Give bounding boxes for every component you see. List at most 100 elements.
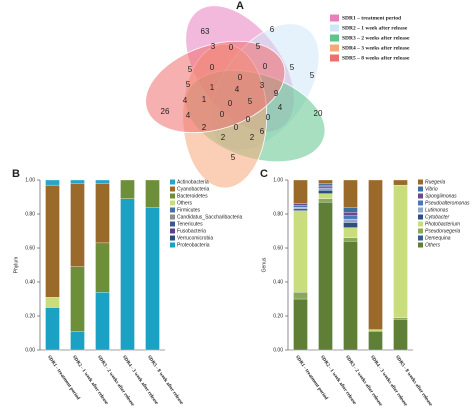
- legend-label: Cytobacter: [425, 214, 450, 220]
- panel-label: A: [236, 0, 244, 12]
- bar-segment: [95, 183, 110, 244]
- bar-segment: [95, 292, 110, 351]
- region-count: 0: [229, 43, 234, 52]
- legend-label: Cyanobacteria: [177, 186, 209, 192]
- y-tick-label: 0.80: [25, 211, 35, 217]
- legend-label: Demequina: [425, 235, 451, 241]
- legend-label: Fusobacteria: [177, 228, 206, 234]
- legend-swatch: [170, 186, 175, 192]
- region-count: 2: [250, 133, 255, 142]
- legend-label: Proteobacteria: [177, 242, 210, 248]
- legend-label: Candidatus_Saccharibacteria: [177, 214, 243, 220]
- bar-segment: [293, 292, 308, 300]
- region-count: 5: [248, 97, 253, 106]
- legend-swatch: [330, 24, 339, 32]
- region-count: 4: [235, 85, 240, 94]
- region-count: 3: [260, 81, 265, 90]
- bar-segment: [70, 266, 85, 332]
- legend-label: Spongiimonas: [425, 193, 457, 199]
- legend-label: Ruegeria: [425, 179, 446, 185]
- region-count: 63: [201, 27, 210, 36]
- legend-swatch: [330, 34, 339, 42]
- panel-label: C: [260, 168, 268, 180]
- region-count: 5: [256, 42, 261, 51]
- bar-segment: [293, 179, 308, 204]
- region-count: 6: [260, 127, 265, 136]
- legend-label: SDR2 – 1 week after release: [342, 25, 408, 31]
- bar-segment: [318, 201, 333, 351]
- legend-swatch: [170, 214, 175, 220]
- y-tick-label: 0.00: [25, 347, 35, 353]
- region-count: 1: [210, 83, 215, 92]
- bar-segment: [318, 188, 333, 191]
- bar-segment: [293, 210, 308, 293]
- legend-swatch: [418, 228, 423, 234]
- legend-label: SDR5 – 8 weeks after release: [342, 55, 410, 61]
- legend-swatch: [418, 179, 423, 185]
- legend-label: Verrucomicrobia: [177, 235, 213, 241]
- legend-swatch: [418, 186, 423, 192]
- bar-segment: [45, 184, 60, 298]
- legend-label: Actinobacteria: [177, 179, 209, 185]
- region-count: 4: [183, 96, 188, 105]
- legend-swatch: [418, 200, 423, 206]
- region-count: 9: [274, 89, 279, 98]
- venn-set: [145, 40, 286, 134]
- bar-segment: [293, 203, 308, 206]
- region-count: 26: [161, 107, 170, 116]
- legend-swatch: [330, 54, 339, 62]
- bar-segment: [95, 242, 110, 293]
- y-axis-label: Genus: [261, 257, 267, 272]
- bar-segment: [70, 183, 85, 267]
- legend-label: SDR3 – 2 weeks after release: [342, 35, 410, 41]
- bar-segment: [393, 319, 408, 351]
- bar-segment: [343, 218, 358, 223]
- bar-segment: [318, 184, 333, 187]
- region-count: 6: [270, 25, 275, 34]
- region-count: 2: [221, 133, 226, 142]
- legend-swatch: [170, 200, 175, 206]
- bar-segment: [318, 190, 333, 194]
- legend-swatch: [418, 221, 423, 227]
- y-tick-label: 0.60: [273, 245, 283, 251]
- bar-segment: [318, 193, 333, 199]
- region-count: 0: [234, 123, 239, 132]
- bar-segment: [293, 207, 308, 210]
- legend-swatch: [170, 228, 175, 234]
- bar-segment: [393, 317, 408, 320]
- bar-segment: [293, 205, 308, 208]
- bar-segment: [343, 241, 358, 351]
- bar-segment: [145, 207, 160, 351]
- y-tick-label: 0.40: [25, 279, 35, 285]
- legend-label: Photobacterium: [425, 221, 460, 227]
- y-axis-label: Phylum: [13, 257, 19, 274]
- y-tick-label: 1.00: [273, 177, 283, 183]
- region-count: 0: [238, 73, 243, 82]
- region-count: 5: [231, 153, 236, 162]
- region-count: 5: [290, 63, 295, 72]
- bar-segment: [343, 222, 358, 228]
- bar-segment: [145, 179, 160, 208]
- legend-label: Pseudoruegeria: [425, 228, 461, 234]
- legend-label: Firmicutes: [177, 207, 201, 213]
- legend-label: Pseudoalteromonas: [425, 200, 470, 206]
- bar-segment: [318, 179, 333, 184]
- legend-swatch: [418, 214, 423, 220]
- bar-segment: [293, 208, 308, 211]
- bar-segment: [318, 186, 333, 189]
- legend-label: SDR4 – 3 weeks after release: [342, 45, 410, 51]
- legend-swatch: [170, 242, 175, 248]
- legend-label: Others: [425, 242, 441, 248]
- region-count: 5: [310, 71, 315, 80]
- bar-segment: [293, 298, 308, 351]
- y-tick-label: 0.40: [273, 279, 283, 285]
- legend-label: SDR1 – treatment period: [342, 15, 401, 21]
- bar-segment: [120, 179, 135, 199]
- region-count: 0: [263, 62, 268, 71]
- legend-swatch: [418, 193, 423, 199]
- region-count: 0: [220, 110, 225, 119]
- bar-segment: [70, 331, 85, 351]
- legend-swatch: [330, 14, 339, 22]
- y-tick-label: 0.80: [273, 211, 283, 217]
